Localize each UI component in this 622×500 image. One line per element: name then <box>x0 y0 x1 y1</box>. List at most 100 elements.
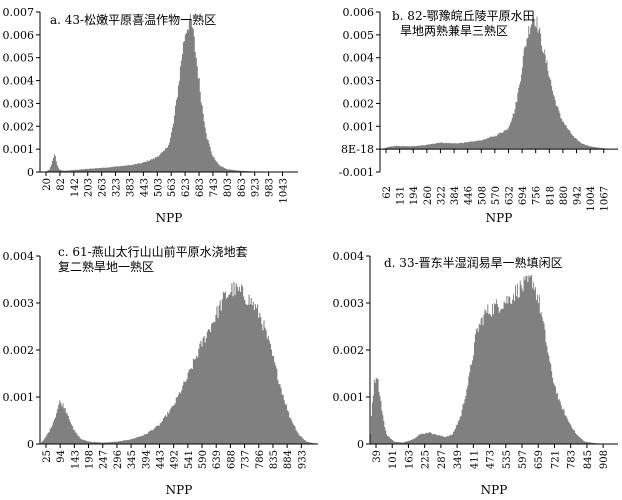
x-tick-label: 508 <box>477 186 488 205</box>
y-tick-label: 0.003 <box>3 97 35 110</box>
x-tick-label: 880 <box>559 186 570 205</box>
x-tick-label: 323 <box>112 178 123 197</box>
x-tick-label: 247 <box>99 450 110 469</box>
x-tick-label: 473 <box>486 450 497 469</box>
x-tick-label: 322 <box>436 186 447 205</box>
x-axis-label: NPP <box>166 483 193 497</box>
histogram-bars <box>381 16 611 150</box>
x-tick-label: 101 <box>388 450 399 469</box>
x-tick-label: 143 <box>70 450 81 469</box>
y-tick-label: 0.002 <box>333 344 365 357</box>
panel-title: d. 33-晋东半湿润易旱一熟填闲区 <box>384 255 563 270</box>
y-tick-label: 0.006 <box>343 6 375 19</box>
x-tick-label: 570 <box>491 186 502 205</box>
x-tick-label: 446 <box>464 186 475 205</box>
x-tick-label: 492 <box>170 450 181 469</box>
x-tick-label: 39 <box>372 450 383 463</box>
x-tick-label: 94 <box>56 450 67 463</box>
x-tick-label: 659 <box>534 450 545 469</box>
x-tick-label: 198 <box>85 450 96 469</box>
x-tick-label: 225 <box>421 450 432 469</box>
panel-c: 0 0.001 0.002 0.003 0.004 25 94 143 198 247 296 345… <box>3 244 318 497</box>
y-tick-label: 0.004 <box>3 75 35 88</box>
x-tick-label: 737 <box>241 450 252 469</box>
x-tick-label: 503 <box>153 178 164 197</box>
x-tick-label: 384 <box>450 186 461 205</box>
x-axis-label: NPP <box>156 211 183 225</box>
x-tick-label: 623 <box>181 178 192 197</box>
x-tick-label: 721 <box>550 450 561 469</box>
x-tick-label: 82 <box>56 178 67 191</box>
x-tick-label: 835 <box>269 450 280 469</box>
histogram-bars <box>44 13 271 173</box>
x-tick-label: 411 <box>469 450 480 469</box>
x-tick-label: 563 <box>167 178 178 197</box>
y-tick-label: 0.006 <box>3 29 35 42</box>
y-tick-label: 0.005 <box>343 29 375 42</box>
x-tick-label: 923 <box>251 178 262 197</box>
x-tick-label: 142 <box>70 178 81 197</box>
panel-d: 0 0.001 0.002 0.003 0.004 39 101 163 225 287 349 41… <box>333 250 618 497</box>
y-tick-label: 0.003 <box>3 297 35 310</box>
y-tick-label: 0.004 <box>333 250 365 263</box>
x-tick-label: 443 <box>139 178 150 197</box>
x-tick-label: 20 <box>42 178 53 191</box>
x-tick-label: 683 <box>195 178 206 197</box>
panel-title: c. 61-燕山太行山山前平原水浇地套 <box>58 244 248 259</box>
panel-title-line2: 旱地两熟兼旱三熟区 <box>400 23 508 38</box>
x-tick-label: 535 <box>502 450 513 469</box>
histogram-bars <box>40 281 318 444</box>
y-tick-label: 0 <box>27 438 34 451</box>
panel-title: b. 82-鄂豫皖丘陵平原水田 <box>392 9 535 23</box>
histogram-bars <box>370 274 602 444</box>
x-tick-label: 263 <box>98 178 109 197</box>
x-tick-label: 908 <box>599 450 610 469</box>
y-tick-label: 0.002 <box>3 344 35 357</box>
y-tick-label: 0 <box>357 438 364 451</box>
y-tick-label: 0.007 <box>3 6 35 19</box>
y-tick-label: 0.001 <box>333 391 365 404</box>
x-tick-label: 541 <box>184 450 195 469</box>
panel-b: -0.001 8E-18 0.001 0.002 0.003 0.004 0.005 0.00… <box>339 6 618 225</box>
x-tick-label: 163 <box>404 450 415 469</box>
panel-a: 0 0.001 0.002 0.003 0.004 0.005 0.006 0.007 20 82… <box>3 6 298 225</box>
x-tick-label: 25 <box>42 450 53 463</box>
x-tick-label: 632 <box>504 186 515 205</box>
y-tick-label: 0.004 <box>3 250 35 263</box>
x-tick-label: 443 <box>155 450 166 469</box>
y-tick-label: 0.004 <box>343 52 375 65</box>
x-tick-label: 203 <box>84 178 95 197</box>
y-tick-label: -0.001 <box>339 166 374 179</box>
y-tick-label: 0.003 <box>333 297 365 310</box>
x-tick-label: 845 <box>583 450 594 469</box>
y-tick-label: 0.003 <box>343 75 375 88</box>
x-tick-label: 639 <box>212 450 223 469</box>
y-tick-label: 8E-18 <box>341 143 374 156</box>
x-tick-label: 287 <box>437 450 448 469</box>
x-tick-label: 590 <box>198 450 209 469</box>
x-tick-label: 983 <box>265 178 276 197</box>
x-axis-label: NPP <box>481 483 508 497</box>
y-tick-label: 0.002 <box>3 120 35 133</box>
x-tick-label: 1043 <box>279 178 290 203</box>
y-tick-label: 0.005 <box>3 52 35 65</box>
panel-title: a. 43-松嫩平原喜温作物一熟区 <box>50 12 216 27</box>
x-tick-label: 131 <box>396 186 407 205</box>
x-tick-label: 194 <box>409 186 420 205</box>
x-tick-label: 694 <box>518 186 529 205</box>
x-axis-label: NPP <box>486 211 513 225</box>
x-tick-label: 597 <box>518 450 529 469</box>
x-tick-label: 786 <box>255 450 266 469</box>
x-tick-label: 349 <box>453 450 464 469</box>
y-tick-label: 0.002 <box>343 97 375 110</box>
x-tick-label: 1067 <box>600 186 611 211</box>
x-tick-label: 296 <box>113 450 124 469</box>
x-tick-label: 783 <box>567 450 578 469</box>
x-tick-label: 394 <box>141 450 152 469</box>
x-tick-label: 863 <box>237 178 248 197</box>
x-tick-label: 803 <box>223 178 234 197</box>
x-tick-label: 62 <box>382 186 393 199</box>
y-tick-label: 0.001 <box>3 391 35 404</box>
x-tick-label: 884 <box>283 450 294 469</box>
x-tick-label: 743 <box>209 178 220 197</box>
